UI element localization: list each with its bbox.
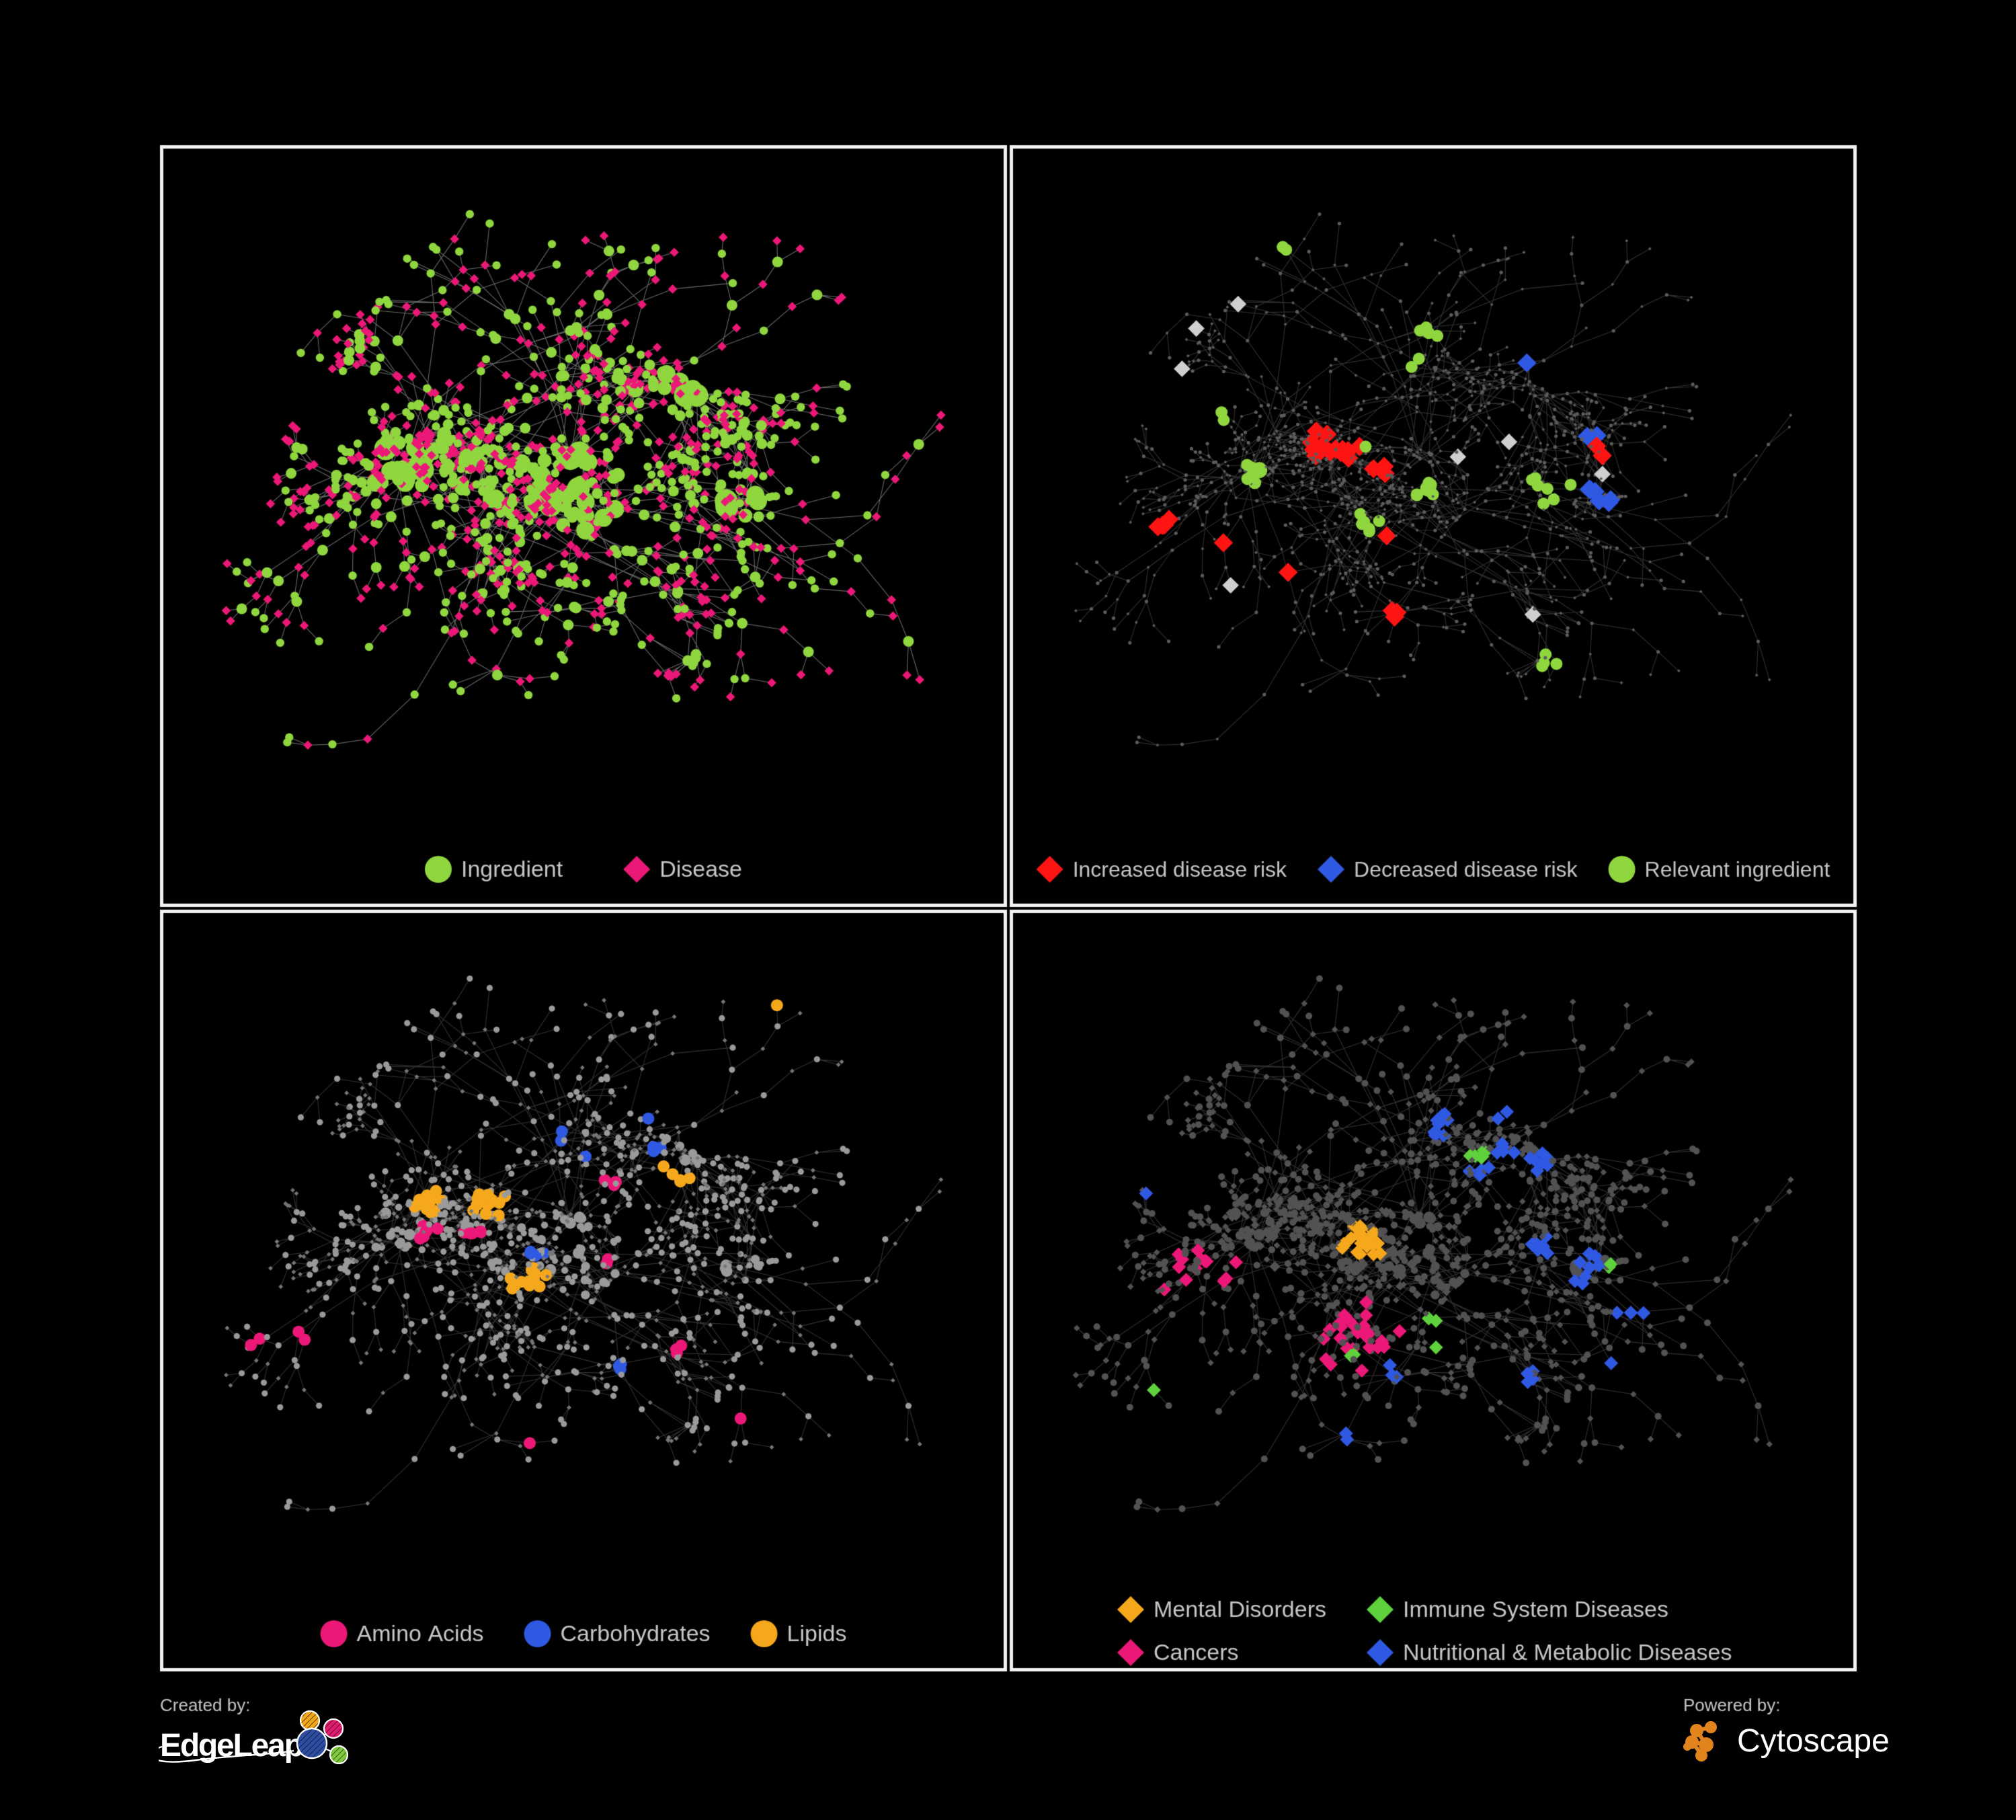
svg-text:EdgeLeap: EdgeLeap bbox=[160, 1728, 303, 1764]
